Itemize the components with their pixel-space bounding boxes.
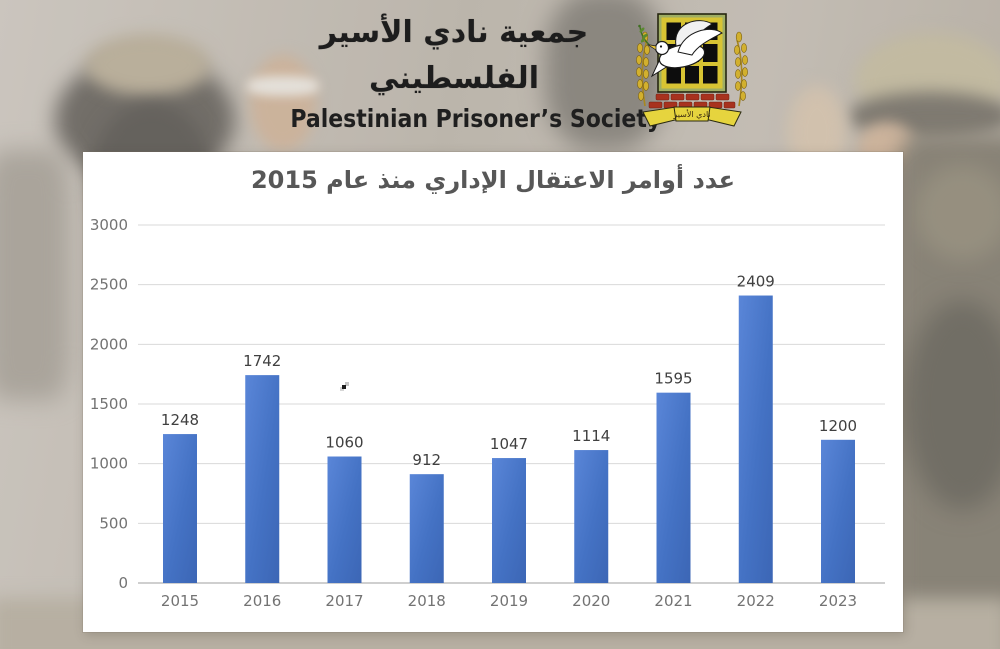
bar-2019	[492, 458, 526, 583]
brick-wall-icon	[648, 93, 736, 109]
value-label-2020: 1114	[572, 427, 610, 445]
x-tick-label-2018: 2018	[408, 592, 446, 610]
x-tick-label-2023: 2023	[819, 592, 857, 610]
bar-2020	[574, 450, 609, 583]
bar-2023	[821, 439, 855, 583]
value-label-2015: 1248	[161, 411, 199, 429]
value-label-2022: 2409	[737, 273, 775, 291]
bar-2015	[163, 434, 197, 583]
header: جمعية نادي الأسير الفلسطيني Palestinian …	[268, 10, 662, 136]
org-name-arabic: جمعية نادي الأسير الفلسطيني	[319, 15, 589, 96]
bar-2016	[245, 375, 280, 583]
y-tick-label: 2000	[90, 335, 128, 353]
x-tick-label-2015: 2015	[161, 592, 199, 610]
bar-2017	[327, 456, 362, 583]
bg-left-sliver	[0, 150, 70, 400]
bar-2022	[738, 295, 773, 583]
y-tick-label: 1000	[90, 455, 128, 473]
y-tick-label: 500	[99, 514, 128, 532]
bar-2018	[409, 474, 444, 583]
x-tick-label-2019: 2019	[490, 592, 528, 610]
x-tick-label-2020: 2020	[572, 592, 610, 610]
value-label-2018: 912	[412, 451, 441, 469]
bg-blindfold-band	[247, 76, 319, 96]
bar-2021	[656, 392, 691, 583]
bg-helmet-left-top	[85, 34, 210, 96]
chart-plot: 0 500 1000 1500 2000 2500 3000 1248 2015 1742 2016…	[90, 216, 885, 610]
stray-dot	[342, 385, 346, 389]
chart-panel: عدد أوامر الاعتقال الإداري منذ عام 2015 …	[83, 152, 903, 632]
x-tick-label-2021: 2021	[654, 592, 692, 610]
x-tick-label-2016: 2016	[243, 592, 281, 610]
bg-right-gear-dark	[905, 300, 1000, 510]
banner-ribbon: نادي الأسير	[642, 106, 742, 127]
chart-svg: 0 500 1000 1500 2000 2500 3000 1248 2015 1742 2016…	[90, 216, 885, 610]
wheat-right-icon	[734, 31, 748, 107]
bg-right-olive-patch	[915, 165, 1000, 260]
banner-text: نادي الأسير	[672, 109, 710, 119]
olive-branch-icon	[638, 24, 650, 45]
y-tick-label: 0	[118, 574, 128, 592]
y-tick-label: 2500	[90, 276, 128, 294]
pps-logo-svg: نادي الأسير	[636, 13, 748, 127]
org-name-english: Palestinian Prisoner’s Society	[290, 104, 662, 133]
x-tick-label-2022: 2022	[737, 592, 775, 610]
value-label-2017: 1060	[325, 434, 363, 452]
wheat-left-icon	[636, 31, 650, 107]
bg-blindfolded-head	[250, 55, 316, 151]
value-label-2019: 1047	[490, 435, 528, 453]
x-tick-label-2017: 2017	[325, 592, 363, 610]
y-tick-label: 1500	[90, 395, 128, 413]
dove-icon	[638, 20, 723, 78]
value-label-2021: 1595	[654, 370, 692, 388]
y-tick-label: 3000	[90, 216, 128, 234]
value-label-2016: 1742	[243, 352, 281, 370]
value-label-2023: 1200	[819, 417, 857, 435]
pps-logo: نادي الأسير	[632, 4, 752, 128]
chart-title: عدد أوامر الاعتقال الإداري منذ عام 2015	[250, 166, 736, 194]
